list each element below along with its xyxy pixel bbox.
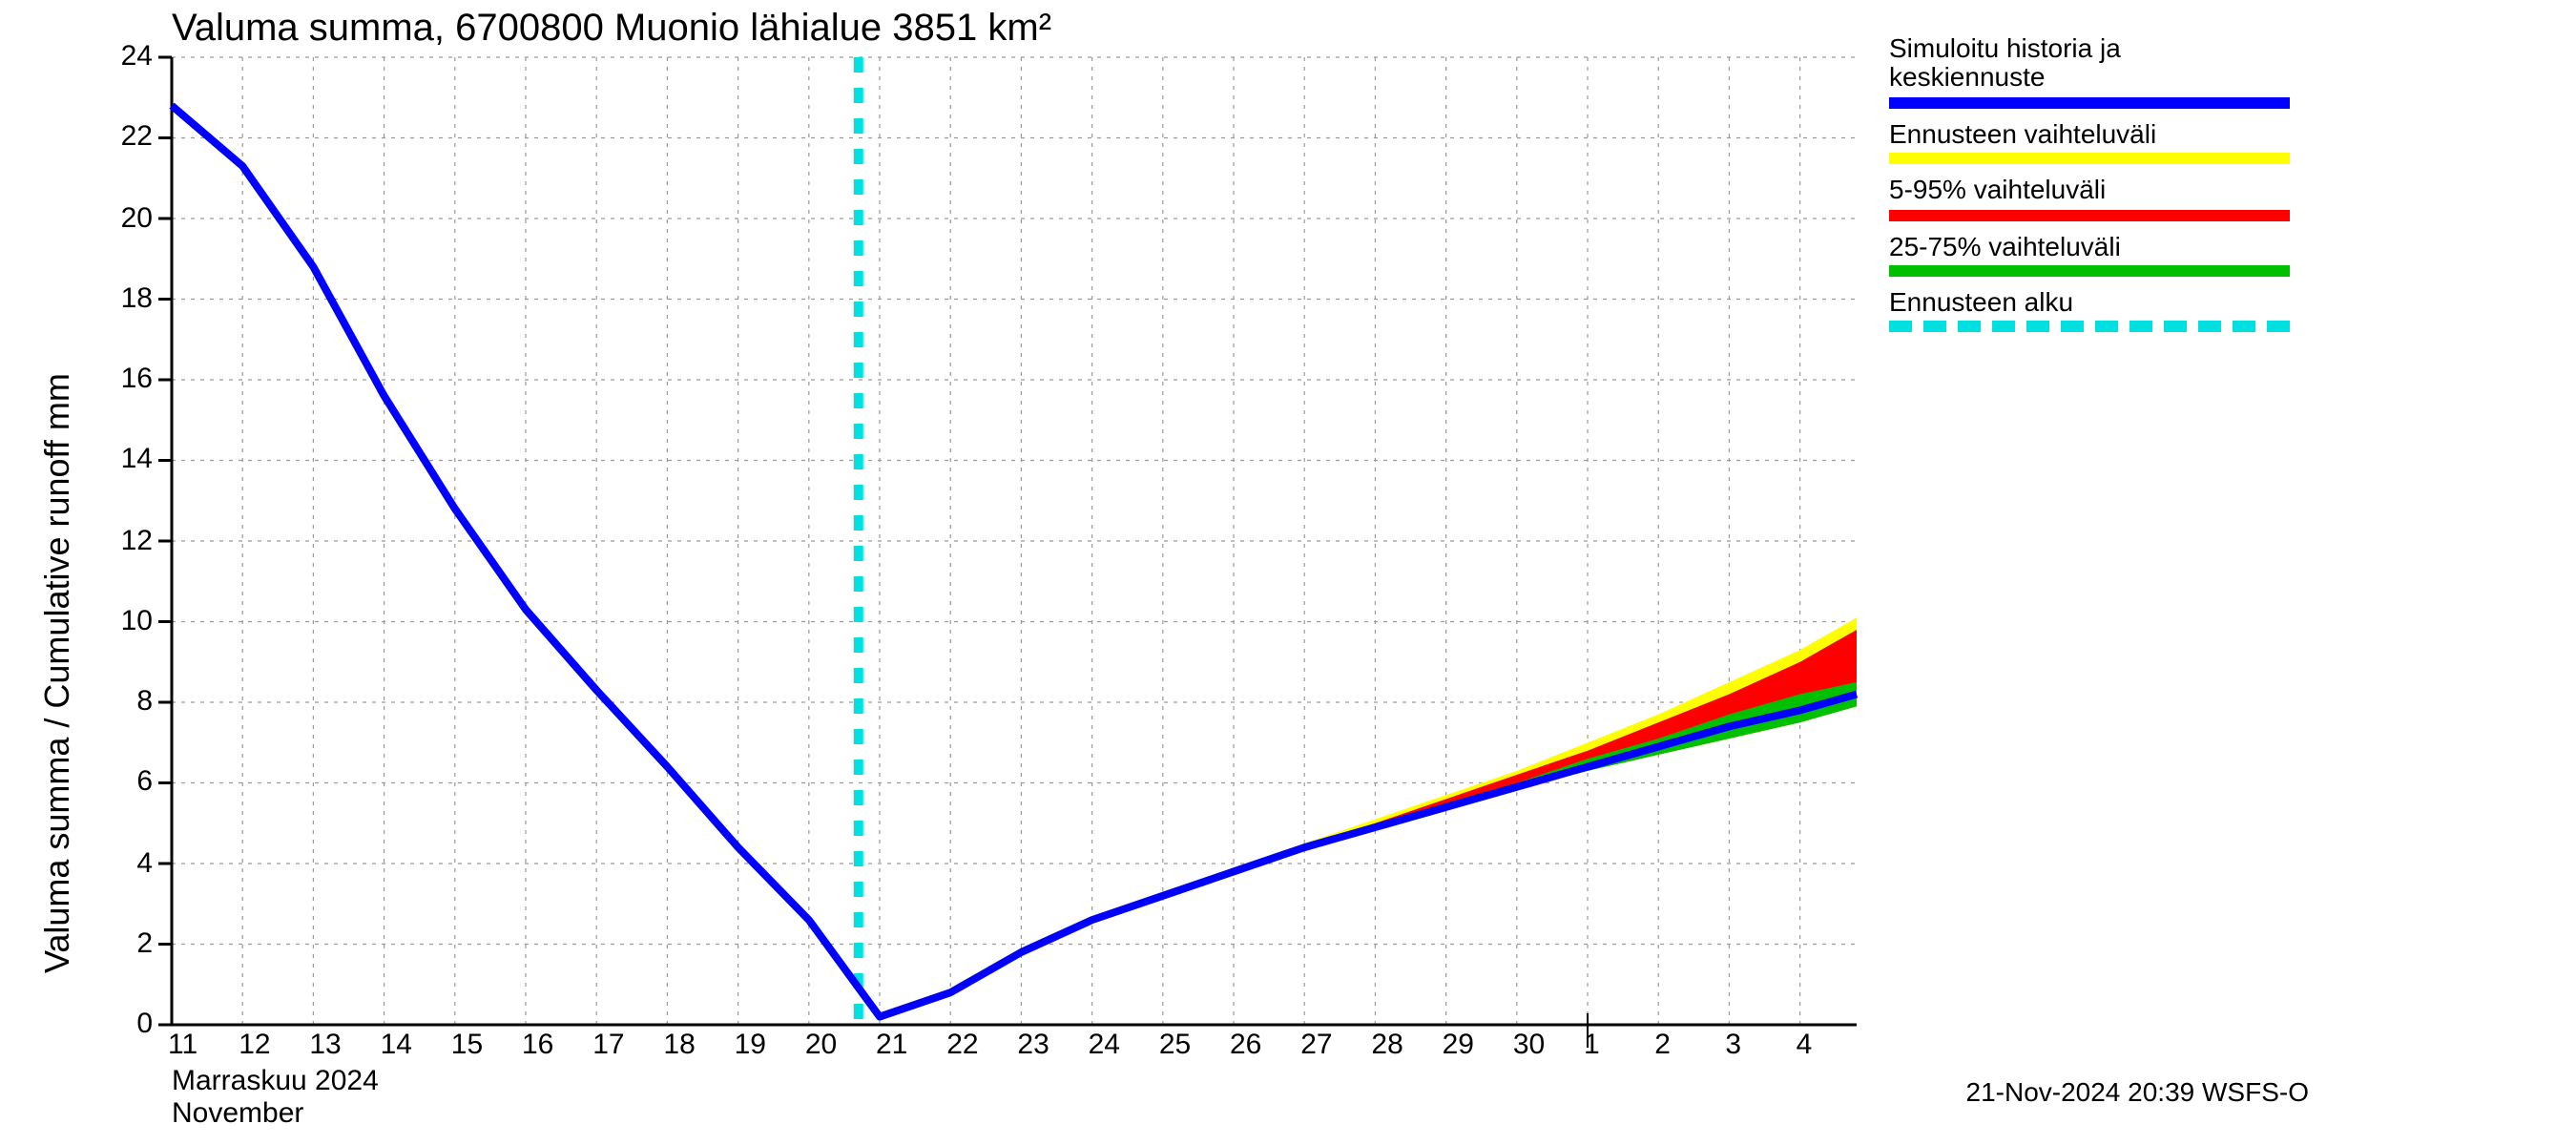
y-tick-label: 24: [95, 40, 153, 73]
legend: Simuloitu historia jakeskiennuste Ennuste…: [1889, 34, 2290, 344]
legend-label: Simuloitu historia ja: [1889, 34, 2290, 64]
legend-swatch: [1889, 209, 2290, 220]
x-tick-label: 1: [1584, 1029, 1600, 1061]
x-tick-label: 19: [735, 1029, 766, 1061]
x-tick-label: 12: [239, 1029, 270, 1061]
x-tick-label: 13: [309, 1029, 341, 1061]
legend-swatch: [1889, 97, 2290, 109]
x-tick-label: 14: [381, 1029, 412, 1061]
y-tick-label: 22: [95, 121, 153, 154]
x-tick-label: 30: [1513, 1029, 1545, 1061]
y-tick-label: 16: [95, 363, 153, 395]
y-tick-label: 2: [95, 927, 153, 960]
x-tick-label: 2: [1654, 1029, 1671, 1061]
x-tick-label: 16: [522, 1029, 553, 1061]
x-tick-label: 23: [1017, 1029, 1049, 1061]
x-month-fi: Marraskuu 2024: [172, 1065, 379, 1097]
x-month-en: November: [172, 1097, 303, 1130]
x-tick-label: 22: [946, 1029, 978, 1061]
legend-label: keskiennuste: [1889, 64, 2290, 94]
x-tick-label: 4: [1797, 1029, 1813, 1061]
legend-item: 25-75% vaihteluväli: [1889, 232, 2290, 277]
x-tick-label: 28: [1371, 1029, 1402, 1061]
y-tick-label: 12: [95, 524, 153, 556]
x-tick-label: 15: [451, 1029, 483, 1061]
band-yellow: [880, 617, 1857, 1016]
x-tick-label: 29: [1443, 1029, 1474, 1061]
legend-item: Simuloitu historia jakeskiennuste: [1889, 34, 2290, 109]
legend-label: Ennusteen vaihteluväli: [1889, 120, 2290, 150]
x-tick-label: 3: [1725, 1029, 1741, 1061]
legend-item: Ennusteen alku: [1889, 288, 2290, 333]
y-tick-label: 0: [95, 1008, 153, 1040]
history-line: [172, 106, 1857, 1017]
y-tick-label: 6: [95, 766, 153, 799]
legend-swatch: [1889, 153, 2290, 164]
legend-swatch: [1889, 322, 2290, 333]
x-tick-label: 25: [1159, 1029, 1191, 1061]
y-tick-label: 14: [95, 444, 153, 476]
x-tick-label: 21: [876, 1029, 907, 1061]
x-tick-label: 26: [1230, 1029, 1261, 1061]
x-tick-label: 24: [1089, 1029, 1120, 1061]
chart-title: Valuma summa, 6700800 Muonio lähialue 38…: [172, 8, 1051, 52]
x-tick-label: 11: [168, 1029, 197, 1061]
chart-svg: [172, 57, 1857, 1025]
x-tick-label: 17: [592, 1029, 624, 1061]
x-tick-label: 27: [1300, 1029, 1332, 1061]
legend-label: 25-75% vaihteluväli: [1889, 232, 2290, 261]
y-axis-label: Valuma summa / Cumulative runoff mm: [38, 373, 78, 973]
y-tick-label: 18: [95, 282, 153, 315]
y-tick-label: 20: [95, 201, 153, 234]
legend-swatch: [1889, 265, 2290, 277]
legend-label: Ennusteen alku: [1889, 288, 2290, 318]
x-tick-label: 18: [663, 1029, 695, 1061]
grid: [172, 57, 1857, 1025]
x-tick-label: 20: [805, 1029, 837, 1061]
y-tick-label: 8: [95, 685, 153, 718]
footer-timestamp: 21-Nov-2024 20:39 WSFS-O: [1966, 1076, 2310, 1107]
legend-item: 5-95% vaihteluväli: [1889, 176, 2290, 220]
y-tick-label: 10: [95, 605, 153, 637]
legend-label: 5-95% vaihteluväli: [1889, 176, 2290, 205]
plot-area: [172, 57, 1857, 1025]
y-tick-label: 4: [95, 846, 153, 879]
legend-item: Ennusteen vaihteluväli: [1889, 120, 2290, 165]
